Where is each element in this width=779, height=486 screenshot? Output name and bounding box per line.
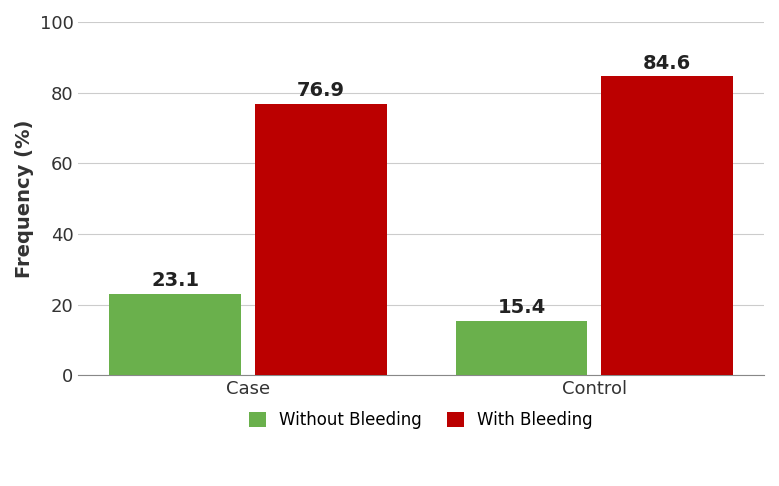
Text: 84.6: 84.6 [643, 54, 691, 73]
Text: 76.9: 76.9 [297, 81, 345, 100]
Text: 23.1: 23.1 [151, 271, 199, 290]
Legend: Without Bleeding, With Bleeding: Without Bleeding, With Bleeding [241, 403, 601, 438]
Text: 15.4: 15.4 [498, 298, 546, 317]
Bar [601, 76, 733, 375]
Bar [110, 294, 241, 375]
Y-axis label: Frequency (%): Frequency (%) [15, 120, 34, 278]
Bar [255, 104, 386, 375]
Bar [456, 321, 587, 375]
